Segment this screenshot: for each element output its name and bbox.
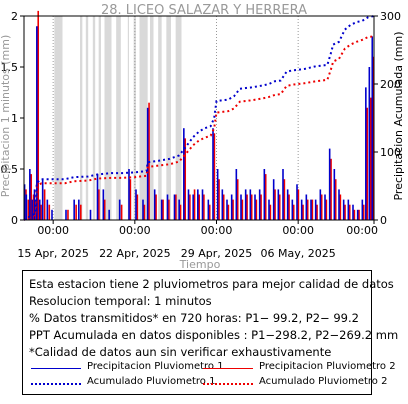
x-tick-time-label-2: 00:00 xyxy=(201,224,233,237)
gray-band-6 xyxy=(116,16,121,220)
info-line-stations: Esta estacion tiene 2 pluviometros para … xyxy=(29,277,394,291)
gray-band-5 xyxy=(104,16,112,220)
cumulative-line-pluviometro-1 xyxy=(23,15,375,221)
x-tick-time-label-4: 00:00 xyxy=(346,224,378,237)
x-tick-date-label-1: 22 Apr, 2025 xyxy=(99,247,171,260)
info-line-resolution: Resolucion temporal: 1 minutos xyxy=(29,294,212,308)
bars-pluviometro-1 xyxy=(23,26,374,220)
x-tick-time-label-1: 00:00 xyxy=(119,224,151,237)
gray-band-9 xyxy=(139,16,148,220)
legend-label-p2: Precipitacion Pluviometro 2 xyxy=(259,361,396,372)
info-box: Esta estacion tiene 2 pluviometros para … xyxy=(22,270,398,395)
legend-label-a1: Acumulado Pluviometro 1 xyxy=(87,376,216,387)
left-y-axis: 0 0.5 1 1.5 2 xyxy=(1,10,24,227)
right-y-tick-label-1: 100 xyxy=(380,146,401,159)
x-axis-label: Tiempo xyxy=(179,258,221,270)
info-line-quality: *Calidad de datos aun sin verificar exha… xyxy=(29,345,332,359)
left-y-tick-label-0: 0 xyxy=(11,214,18,227)
x-axis: 00:00 15 Apr, 2025 00:00 22 Apr, 2025 00:00 2… xyxy=(17,220,378,260)
gray-bands xyxy=(54,16,182,220)
gray-band-4 xyxy=(98,16,101,220)
legend-swatch-p2 xyxy=(203,368,253,369)
x-tick-time-label-3: 00:00 xyxy=(282,224,314,237)
gray-band-3 xyxy=(92,16,96,220)
gray-band-10 xyxy=(150,16,154,220)
gray-band-7 xyxy=(127,16,129,220)
precipitation-chart: 28. LICEO SALAZAR Y HERRERA 0 0.5 1 1.5 2 0 1… xyxy=(0,3,405,270)
legend-swatch-a2 xyxy=(203,383,253,385)
gray-band-2 xyxy=(85,16,89,220)
legend-swatch-p1 xyxy=(31,368,81,369)
gray-band-11 xyxy=(158,16,162,220)
x-tick-date-label-3: 06 May, 2025 xyxy=(261,247,336,260)
gray-band-0 xyxy=(54,16,63,220)
chart-title: 28. LICEO SALAZAR Y HERRERA xyxy=(101,3,307,18)
plot-frame xyxy=(23,15,375,221)
x-tick-date-label-2: 29 Apr, 2025 xyxy=(181,247,253,260)
legend-label-p1: Precipitacion Pluviometro 1 xyxy=(87,361,224,372)
left-y-tick-label-1: 0.5 xyxy=(1,163,19,176)
right-y-tick-label-2: 200 xyxy=(380,78,401,91)
gray-band-12 xyxy=(166,16,171,220)
right-y-axis: 0 100 200 300 xyxy=(374,10,401,227)
x-tick-time-label-0: 00:00 xyxy=(37,224,69,237)
left-y-tick-label-4: 2 xyxy=(11,10,18,23)
right-y-tick-label-3: 300 xyxy=(380,10,401,23)
gray-band-13 xyxy=(175,16,182,220)
gray-band-1 xyxy=(80,16,83,220)
left-y-tick-label-3: 1.5 xyxy=(1,61,19,74)
left-y-axis-label: Precipitacion 1 minutos (mm) xyxy=(0,35,12,197)
cumulative-line-pluviometro-2 xyxy=(23,35,375,221)
bars-pluviometro-2 xyxy=(25,10,375,220)
left-y-tick-label-2: 1 xyxy=(11,112,18,125)
right-y-tick-label-0: 0 xyxy=(380,214,387,227)
info-line-accumulated: PPT Acumulada en datos disponibles : P1−… xyxy=(29,328,399,342)
legend-label-a2: Acumulado Pluviometro 2 xyxy=(259,376,388,387)
legend-swatch-a1 xyxy=(31,383,81,385)
info-line-transmitted: % Datos transmitidos* en 720 horas: P1− … xyxy=(29,311,359,325)
x-tick-date-label-0: 15 Apr, 2025 xyxy=(17,247,89,260)
right-y-axis-label: Precipitacion Acumulada (mm) xyxy=(392,31,405,200)
